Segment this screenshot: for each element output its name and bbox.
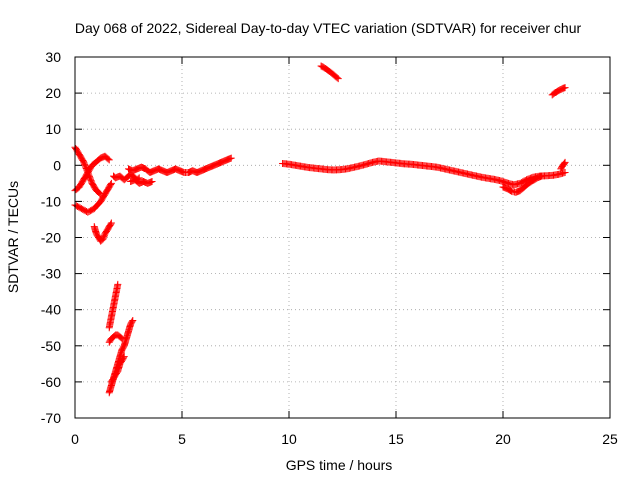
x-tick-label: 10 [281,431,297,447]
grid [75,57,610,418]
data-point [333,74,341,82]
data-point [114,280,122,288]
x-tick-label: 15 [388,431,404,447]
data-point [561,84,569,92]
data-point [107,179,115,187]
data-point [561,169,569,177]
y-tick-label: -70 [41,410,61,426]
data-point [128,318,136,326]
y-tick-label: -10 [41,193,61,209]
data-point [107,219,115,227]
data-point [105,156,113,164]
data-point [107,181,115,189]
y-tick-label: 30 [45,49,61,65]
data-point [334,75,342,83]
data-point [148,178,156,186]
data-point [120,353,128,361]
x-tick-label: 20 [495,431,511,447]
data-point [96,189,104,197]
x-tick-label: 5 [178,431,186,447]
data-point [104,155,112,163]
y-tick-label: 10 [45,121,61,137]
chart-title: Day 068 of 2022, Sidereal Day-to-day VTE… [75,20,582,36]
y-tick-label: 0 [53,157,61,173]
y-tick-label: -30 [41,266,61,282]
data-point [538,172,546,180]
data-point [560,159,568,167]
data-point [129,317,137,325]
data-point [107,220,115,228]
plot-frame [74,56,611,419]
data-point [227,154,235,162]
data-point [120,354,128,362]
data-points [71,62,569,397]
data-point [561,158,569,166]
x-tick-label: 0 [71,431,79,447]
y-tick-label: -50 [41,338,61,354]
y-tick-label: -60 [41,374,61,390]
y-tick-label: -20 [41,230,61,246]
axis-ticks: -70 -60 -50 -40 -30 -20 -10 0 10 20 30 0 5 10 15 20 25 [41,49,618,447]
y-axis-label: SDTVAR / TECUs [5,181,21,293]
y-tick-label: 20 [45,85,61,101]
x-axis-label: GPS time / hours [286,457,393,473]
y-tick-label: -40 [41,302,61,318]
x-tick-label: 25 [602,431,618,447]
